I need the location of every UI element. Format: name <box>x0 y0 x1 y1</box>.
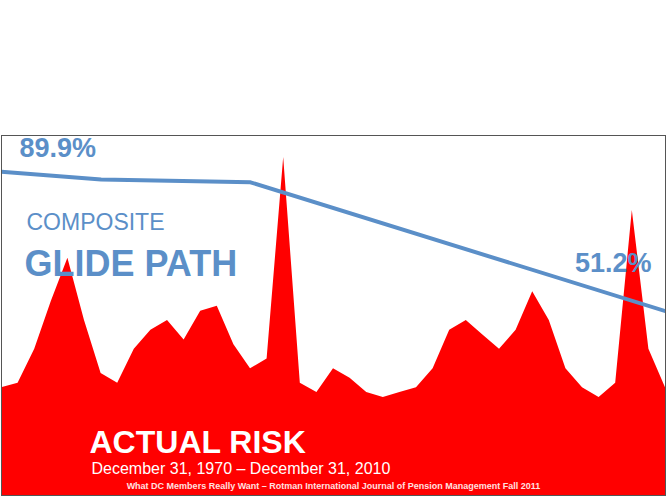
svg-text:GLIDE PATH: GLIDE PATH <box>25 243 238 284</box>
svg-text:COMPOSITE: COMPOSITE <box>27 209 165 235</box>
svg-text:What DC Members Really Want –: What DC Members Really Want – Rotman Int… <box>127 481 541 491</box>
svg-text:89.9%: 89.9% <box>20 133 97 163</box>
svg-text:ACTUAL RISK: ACTUAL RISK <box>90 424 306 460</box>
svg-text:December 31, 1970 – December 3: December 31, 1970 – December 31, 2010 <box>92 460 391 477</box>
svg-text:51.2%: 51.2% <box>575 248 652 278</box>
